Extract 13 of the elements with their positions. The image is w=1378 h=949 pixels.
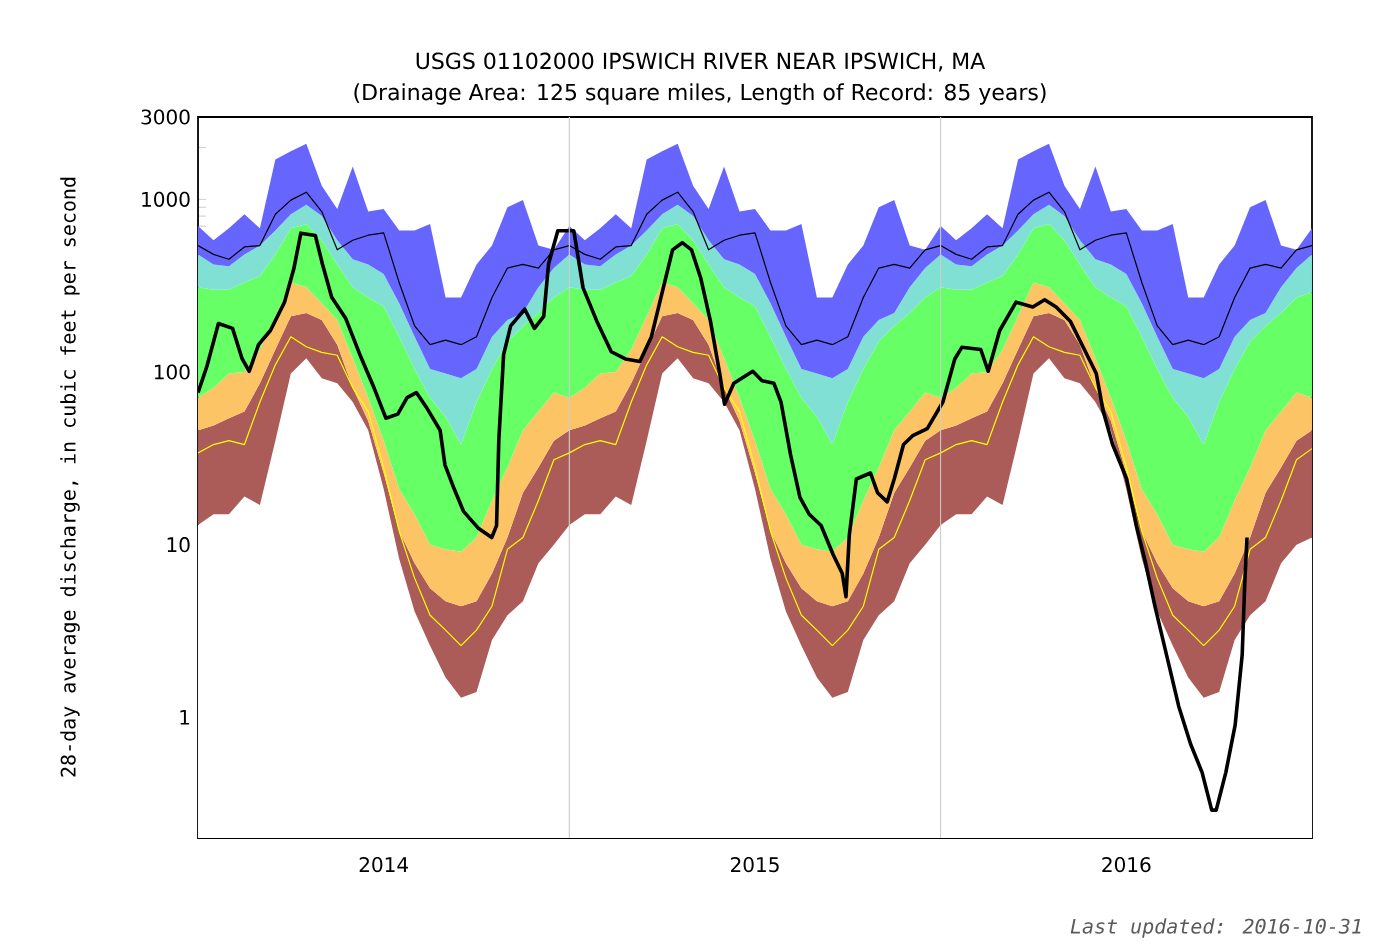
y-axis-title: 28-day average discharge, in cubic feet per second — [60, 177, 80, 777]
chart-subtitle: (Drainage Area: 125 square miles, Length of Record: 85 years) — [354, 83, 1046, 105]
chart-title: USGS 01102000 IPSWICH RIVER NEAR IPSWICH, MA — [416, 52, 986, 72]
y-tick-label: 100 — [154, 364, 190, 380]
y-tick-label: 1 — [180, 710, 190, 725]
line-series — [198, 336, 1312, 647]
text: Last updated: 2016-10-31 — [1070, 918, 1361, 938]
x-tick-label: 2016 — [1102, 857, 1151, 873]
x-tick-label: 2014 — [359, 857, 408, 873]
y-tick-label: 10 — [167, 537, 190, 553]
y-tick-label: 3000 — [141, 109, 190, 125]
x-tick-label: 2015 — [731, 857, 779, 873]
y-tick-label: 1000 — [142, 191, 190, 207]
